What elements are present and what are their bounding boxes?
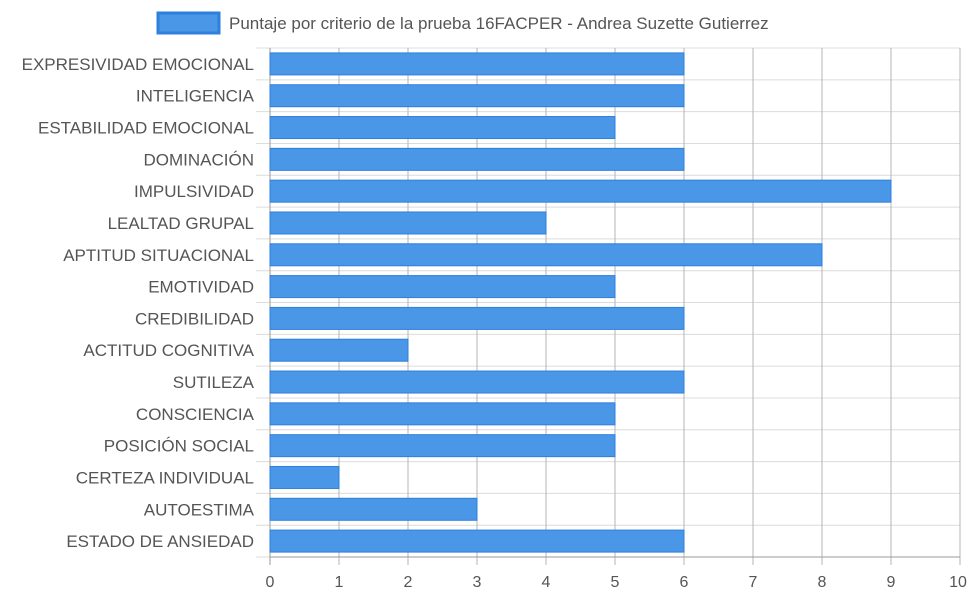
bar[interactable] [269,147,685,171]
y-axis-label: CREDIBILIDAD [135,309,254,328]
bar[interactable] [269,434,616,458]
y-axis-labels: EXPRESIVIDAD EMOCIONAL INTELIGENCIA ESTABI… [22,55,255,551]
y-axis-label: APTITUD SITUACIONAL [63,246,254,265]
bar[interactable] [269,465,340,489]
y-axis-label: AUTOESTIMA [144,500,255,519]
bars [269,52,892,553]
y-axis-label: POSICIÓN SOCIAL [104,437,254,456]
y-axis-label: DOMINACIÓN [144,150,255,169]
x-tick-label: 2 [404,574,413,591]
x-tick-label: 9 [887,574,896,591]
x-tick-label: 4 [542,574,551,591]
bar[interactable] [269,84,685,108]
bar[interactable] [269,306,685,330]
y-axis-label: LEALTAD GRUPAL [108,214,254,233]
y-axis-label: IMPULSIVIDAD [134,182,254,201]
x-tick-label: 6 [680,574,689,591]
x-axis-ticks: 0 1 2 3 4 5 6 7 8 9 10 [266,574,967,591]
y-axis-label: ESTADO DE ANSIEDAD [66,532,254,551]
legend-swatch[interactable] [156,11,221,35]
y-axis-label: ESTABILIDAD EMOCIONAL [38,119,254,138]
grid-lines [256,47,961,565]
x-tick-label: 10 [949,574,967,591]
y-axis-label: ACTITUD COGNITIVA [83,341,254,360]
legend[interactable]: Puntaje por criterio de la prueba 16FACP… [156,11,769,35]
y-axis-label: SUTILEZA [173,373,255,392]
bar[interactable] [269,179,892,203]
x-tick-label: 1 [335,574,344,591]
bar[interactable] [269,402,616,426]
legend-label[interactable]: Puntaje por criterio de la prueba 16FACP… [229,14,769,33]
x-tick-label: 0 [266,574,275,591]
bar[interactable] [269,275,616,299]
y-axis-label: EXPRESIVIDAD EMOCIONAL [22,55,254,74]
bar[interactable] [269,497,478,521]
bar[interactable] [269,116,616,140]
bar[interactable] [269,243,823,267]
bar[interactable] [269,338,409,362]
y-axis-label: INTELIGENCIA [136,87,255,106]
y-axis-label: CONSCIENCIA [136,405,255,424]
bar[interactable] [269,370,685,394]
x-tick-label: 5 [611,574,620,591]
y-axis-label: CERTEZA INDIVIDUAL [76,468,254,487]
x-tick-label: 7 [749,574,758,591]
x-tick-label: 8 [818,574,827,591]
x-tick-label: 3 [473,574,482,591]
bar[interactable] [269,52,685,76]
y-axis-label: EMOTIVIDAD [148,278,254,297]
bar[interactable] [269,211,547,235]
bar[interactable] [269,529,685,553]
